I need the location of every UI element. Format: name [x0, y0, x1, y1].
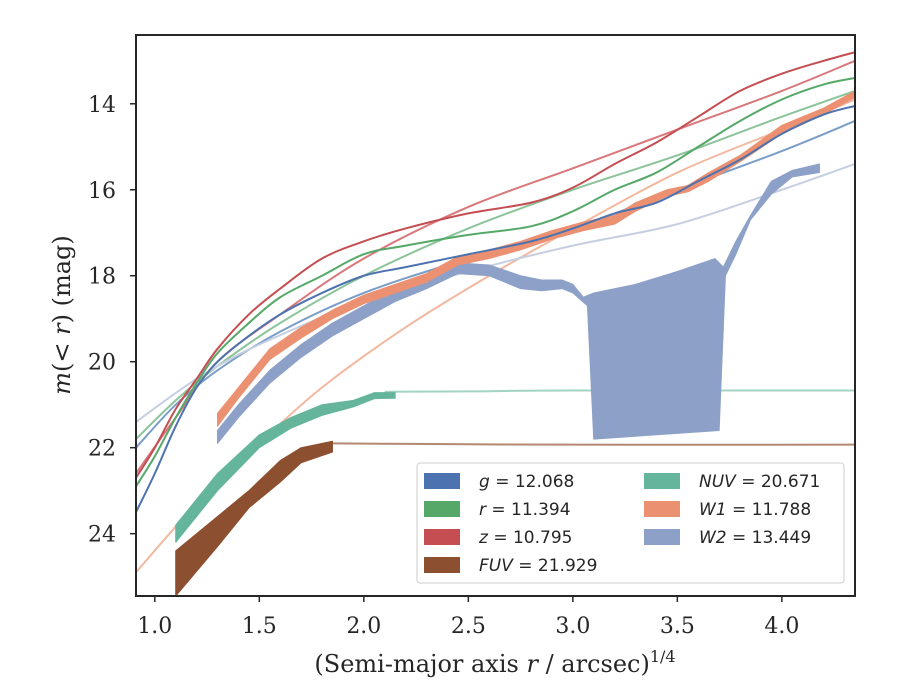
x-axis-ticks: 1.0 1.5 2.0 2.5 3.0 3.5 4.0 — [137, 596, 799, 639]
model-curve-fuv — [332, 442, 855, 446]
y-axis-ticks: 14 16 18 20 22 24 — [88, 93, 136, 548]
legend-label-w2: W2 = 13.449 — [699, 528, 811, 548]
x-tick-label: 2.5 — [451, 614, 486, 639]
legend-swatch-w1 — [644, 501, 680, 517]
observed-line-r — [136, 77, 855, 487]
legend-swatch-fuv — [424, 557, 460, 573]
x-axis-label: (Semi-major axis r / arcsec)1/4 — [314, 647, 675, 678]
observed-profiles — [136, 51, 855, 596]
x-tick-label: 1.0 — [137, 614, 172, 639]
legend-label-r: r = 11.394 — [479, 500, 571, 520]
legend-swatch-r — [424, 501, 460, 517]
observed-band-fuv — [175, 440, 333, 596]
x-tick-label: 3.0 — [555, 614, 590, 639]
legend-label-g: g = 12.068 — [479, 472, 574, 492]
observed-band-nuv — [175, 392, 396, 543]
legend-swatch-w2 — [644, 529, 680, 545]
legend-swatch-z — [424, 529, 460, 545]
observed-line-g — [136, 104, 855, 513]
legend: g = 12.068 r = 11.394 z = 10.795 FUV = 21.9… — [416, 462, 845, 584]
model-curve-nuv — [384, 389, 855, 393]
legend-box — [416, 462, 845, 584]
x-tick-label: 1.5 — [242, 614, 277, 639]
x-tick-label: 4.0 — [764, 614, 799, 639]
x-tick-label: 2.0 — [346, 614, 381, 639]
y-tick-label: 14 — [88, 93, 116, 118]
legend-label-z: z = 10.795 — [478, 528, 572, 548]
legend-label-nuv: NUV = 20.671 — [699, 472, 820, 492]
legend-label-fuv: FUV = 21.929 — [479, 556, 597, 576]
observed-line-z — [136, 51, 855, 479]
y-tick-label: 18 — [88, 265, 116, 290]
y-tick-label: 22 — [88, 437, 116, 462]
observed-band-w1 — [217, 90, 855, 427]
y-tick-label: 20 — [88, 351, 116, 376]
y-tick-label: 16 — [88, 179, 116, 204]
plot-frame — [135, 34, 856, 597]
legend-swatch-g — [424, 473, 460, 489]
y-tick-label: 24 — [88, 523, 116, 548]
y-axis-label: m(< r) (mag) — [48, 235, 76, 395]
legend-label-w1: W1 = 11.788 — [699, 500, 811, 520]
x-tick-label: 3.5 — [660, 614, 695, 639]
legend-swatch-nuv — [644, 473, 680, 489]
